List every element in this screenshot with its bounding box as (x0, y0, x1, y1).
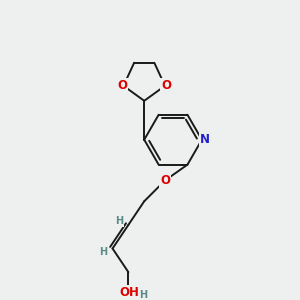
Text: O: O (117, 79, 127, 92)
Text: O: O (161, 79, 171, 92)
Text: H: H (99, 247, 107, 257)
Text: OH: OH (119, 286, 139, 299)
Text: H: H (139, 290, 147, 300)
Text: H: H (115, 216, 123, 226)
Text: N: N (200, 133, 210, 146)
Text: O: O (160, 174, 170, 187)
